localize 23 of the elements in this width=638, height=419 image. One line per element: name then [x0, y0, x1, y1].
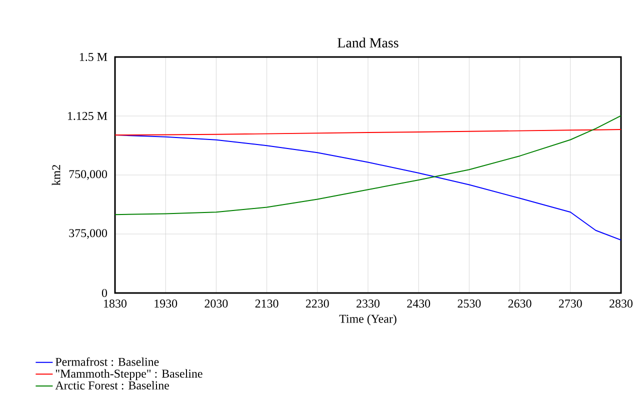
y-tick-label: 1.125 M: [68, 112, 108, 120]
x-axis-title: Time (Year): [339, 314, 396, 326]
legend-label: Permafrost : Baseline: [56, 357, 159, 366]
x-tick-label: 2630: [508, 300, 532, 308]
x-tick-label: 2530: [458, 300, 481, 308]
chart-title: Land Mass: [338, 38, 398, 48]
y-tick-label: 0: [102, 288, 108, 298]
y-tick-label: 750,000: [69, 170, 108, 180]
x-tick-label: 2730: [558, 300, 582, 308]
x-tick-label: 2230: [306, 300, 329, 308]
y-tick-label: 375,000: [69, 229, 108, 239]
x-tick-label: 2130: [255, 300, 278, 308]
x-tick-label: 1830: [104, 300, 126, 308]
x-tick-label: 2430: [407, 300, 430, 308]
y-axis-title: km2: [52, 165, 60, 186]
x-tick-label: 1930: [154, 300, 178, 308]
legend-label: "Mammoth-Steppe" : Baseline: [56, 369, 202, 380]
y-tick-label: 1.5 M: [80, 52, 108, 62]
line-series: [115, 115, 622, 216]
x-tick-label: 2830: [610, 300, 632, 308]
x-tick-label: 2030: [204, 300, 228, 308]
legend-label: Arctic Forest : Baseline: [55, 381, 169, 390]
x-tick-label: 2330: [356, 300, 380, 308]
